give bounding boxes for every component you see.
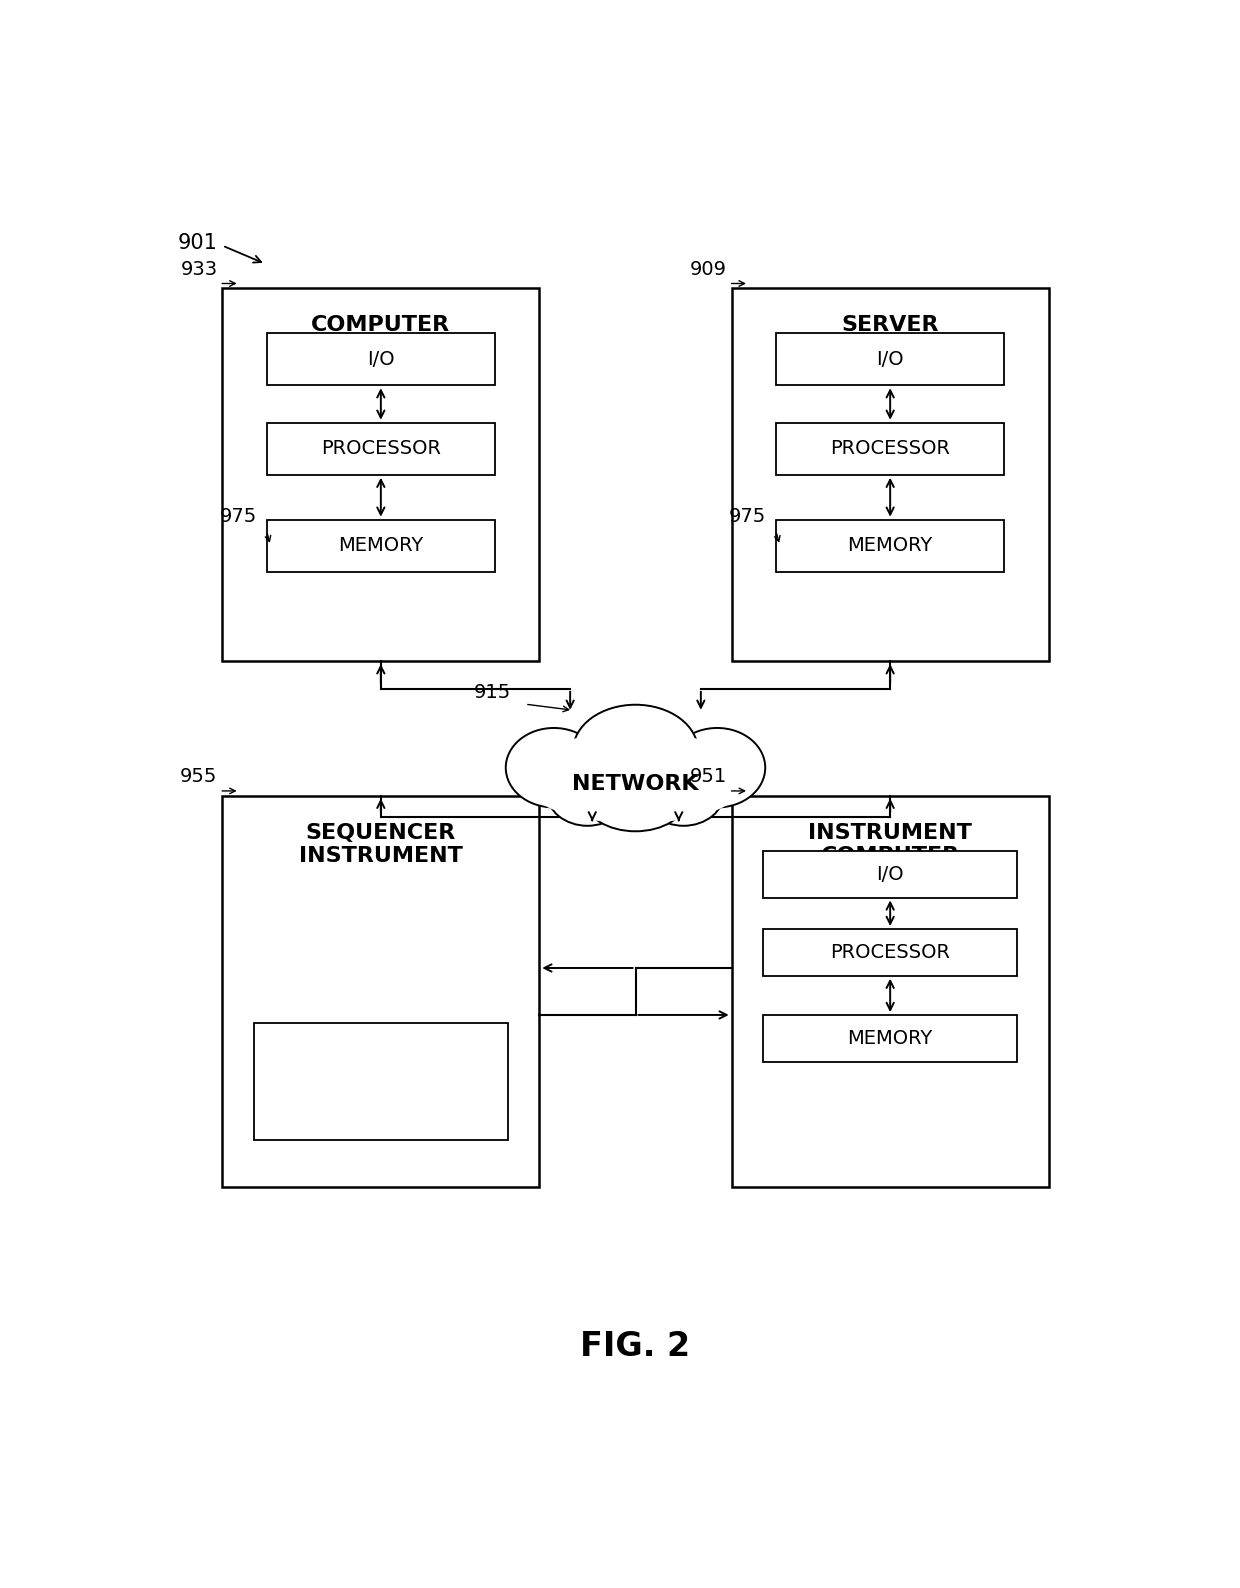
Text: PROCESSOR: PROCESSOR: [321, 440, 441, 459]
Bar: [764, 929, 1017, 975]
Bar: [732, 796, 1049, 1188]
Text: FIG. 2: FIG. 2: [580, 1329, 691, 1363]
Text: MEMORY: MEMORY: [848, 1029, 932, 1048]
Bar: [267, 422, 495, 475]
Text: I/O: I/O: [877, 349, 904, 368]
Ellipse shape: [521, 732, 750, 823]
Ellipse shape: [585, 767, 686, 831]
Text: SEQUENCER
INSTRUMENT: SEQUENCER INSTRUMENT: [299, 823, 463, 865]
Bar: [267, 519, 495, 572]
Ellipse shape: [506, 727, 601, 807]
Text: I/O: I/O: [877, 864, 904, 883]
Text: MEMORY: MEMORY: [339, 537, 424, 556]
Text: 975: 975: [219, 507, 257, 526]
Text: I/O: I/O: [367, 349, 394, 368]
Bar: [764, 851, 1017, 897]
Ellipse shape: [573, 705, 698, 797]
Text: 975: 975: [729, 507, 766, 526]
Text: 955: 955: [180, 767, 217, 786]
Ellipse shape: [547, 759, 629, 826]
Text: COMPUTER: COMPUTER: [311, 316, 450, 335]
Bar: [776, 333, 1004, 386]
Text: PROCESSOR: PROCESSOR: [830, 943, 950, 962]
Bar: [776, 519, 1004, 572]
Bar: [254, 1023, 507, 1140]
Text: 951: 951: [689, 767, 727, 786]
Text: SERVER: SERVER: [842, 316, 939, 335]
Bar: [267, 333, 495, 386]
Bar: [764, 1015, 1017, 1062]
Text: 909: 909: [689, 259, 727, 278]
Text: 901: 901: [177, 233, 217, 252]
Text: INSTRUMENT
COMPUTER: INSTRUMENT COMPUTER: [808, 823, 972, 865]
Text: MEMORY: MEMORY: [848, 537, 932, 556]
Ellipse shape: [642, 759, 724, 826]
Bar: [222, 796, 539, 1188]
Text: 915: 915: [474, 683, 511, 702]
Text: 933: 933: [180, 259, 217, 278]
Text: NETWORK: NETWORK: [572, 773, 699, 794]
Bar: [776, 422, 1004, 475]
Bar: [732, 289, 1049, 661]
Ellipse shape: [670, 727, 765, 807]
Bar: [222, 289, 539, 661]
Text: PROCESSOR: PROCESSOR: [830, 440, 950, 459]
